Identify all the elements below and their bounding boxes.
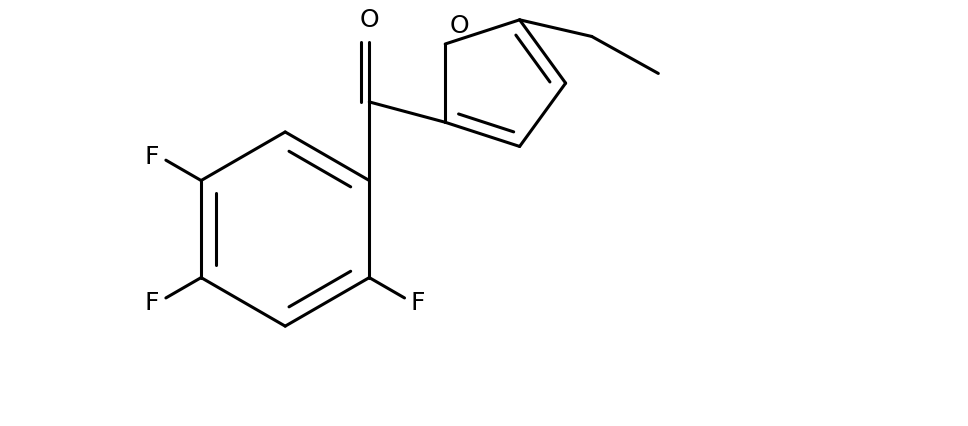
Text: O: O	[359, 8, 379, 32]
Text: F: F	[145, 290, 160, 314]
Text: F: F	[145, 145, 160, 169]
Text: F: F	[411, 290, 425, 314]
Text: O: O	[450, 14, 469, 37]
